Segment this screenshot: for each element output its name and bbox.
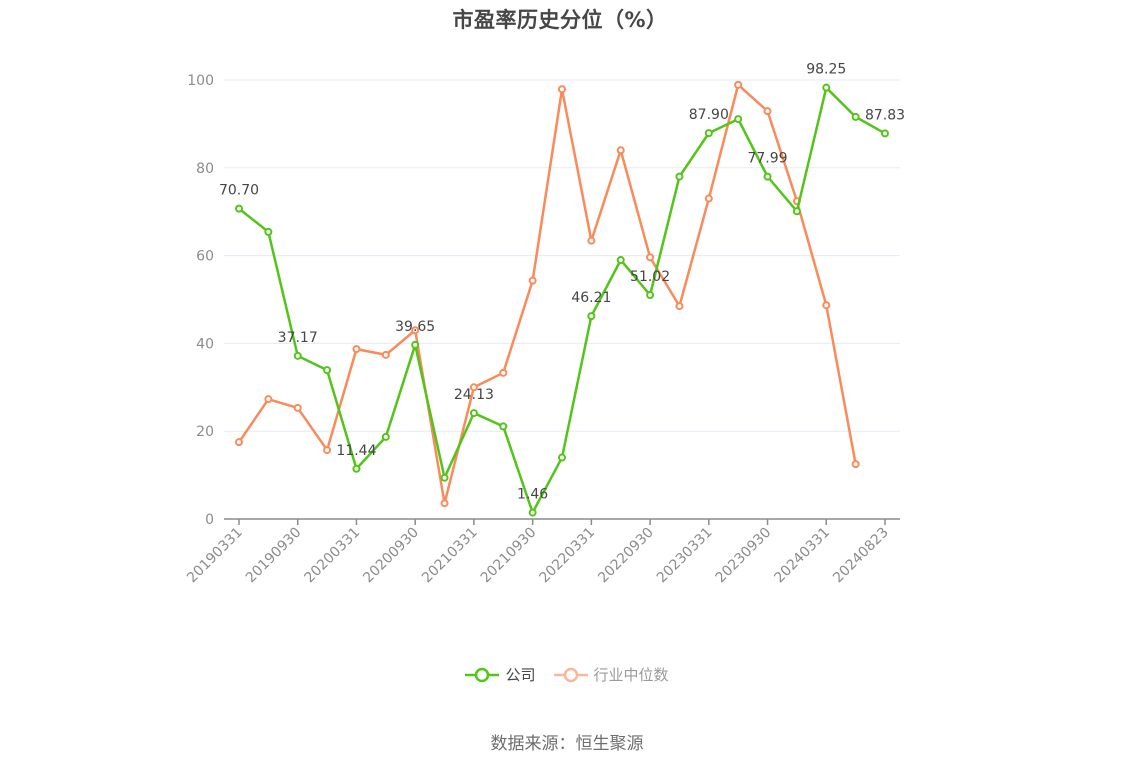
data-point[interactable]	[558, 453, 566, 462]
data-point[interactable]	[881, 129, 889, 138]
data-point[interactable]	[587, 312, 596, 321]
data-point[interactable]	[293, 351, 302, 360]
data-label: 39.65	[395, 319, 435, 335]
y-axis: 0 20 40 60 80 100	[187, 73, 214, 528]
data-point[interactable]	[704, 129, 713, 138]
y-tick-label: 40	[196, 336, 214, 352]
data-point[interactable]	[499, 368, 508, 377]
data-point[interactable]	[851, 112, 860, 121]
data-point[interactable]	[381, 350, 390, 359]
x-tick-label: 20220930	[595, 525, 657, 587]
x-tick-label: 20240331	[771, 525, 833, 587]
x-tick-label: 20240823	[830, 525, 892, 587]
x-axis: 2019033120190930202003312020093020210331…	[184, 518, 900, 587]
data-point[interactable]	[264, 227, 273, 236]
data-point[interactable]	[411, 340, 420, 349]
x-tick-label: 20230930	[713, 525, 775, 587]
data-point[interactable]	[293, 403, 302, 412]
data-point[interactable]	[323, 366, 332, 375]
y-tick-label: 0	[205, 512, 214, 528]
data-point[interactable]	[381, 432, 390, 441]
x-tick-label: 20190930	[243, 525, 305, 587]
y-tick-label: 20	[196, 424, 214, 440]
data-point[interactable]	[528, 276, 537, 285]
data-label: 51.02	[630, 269, 670, 285]
data-point[interactable]	[528, 508, 537, 517]
legend-item-industry-median[interactable]: 行业中位数	[553, 664, 669, 685]
data-point[interactable]	[352, 464, 361, 473]
data-point[interactable]	[851, 460, 860, 469]
x-tick-label: 20210930	[478, 525, 540, 587]
data-point[interactable]	[411, 326, 420, 335]
data-point[interactable]	[616, 146, 625, 155]
x-tick-label: 20220331	[536, 525, 598, 587]
data-point[interactable]	[469, 383, 478, 392]
data-point[interactable]	[264, 395, 273, 404]
data-point[interactable]	[646, 253, 655, 262]
data-label: 70.70	[219, 183, 259, 199]
data-point[interactable]	[440, 473, 449, 482]
data-label: 46.21	[571, 290, 611, 306]
data-point[interactable]	[734, 80, 743, 89]
series-industry-median	[235, 80, 860, 508]
x-tick-label: 20230331	[654, 525, 716, 587]
series-company	[235, 83, 889, 517]
data-point[interactable]	[763, 172, 772, 181]
data-point[interactable]	[822, 301, 831, 310]
data-point[interactable]	[440, 499, 449, 508]
data-label: 87.83	[865, 107, 905, 123]
data-point[interactable]	[499, 422, 508, 431]
data-point[interactable]	[792, 207, 801, 216]
data-label: 77.99	[747, 151, 787, 167]
x-tick-label: 20200930	[360, 525, 422, 587]
data-label: 1.46	[517, 487, 548, 503]
data-point[interactable]	[646, 291, 655, 300]
legend-company-label: 公司	[505, 666, 536, 684]
data-point[interactable]	[235, 204, 243, 213]
x-tick-label: 20190331	[184, 525, 246, 587]
data-label: 87.90	[689, 107, 729, 123]
data-point[interactable]	[558, 85, 566, 94]
legend: 公司 行业中位数	[0, 664, 1134, 685]
data-source: 数据来源：恒生聚源	[490, 734, 644, 754]
x-tick-label: 20200331	[302, 525, 364, 587]
legend-company-icon	[465, 667, 500, 682]
data-point[interactable]	[235, 438, 243, 447]
y-tick-label: 60	[196, 249, 214, 265]
data-label: 24.13	[454, 387, 494, 403]
data-point[interactable]	[734, 115, 743, 124]
grid-lines	[224, 79, 900, 432]
data-point[interactable]	[587, 236, 596, 245]
data-label: 98.25	[806, 62, 846, 78]
data-point[interactable]	[822, 83, 831, 92]
data-point[interactable]	[616, 255, 625, 264]
data-point[interactable]	[704, 194, 713, 203]
chart-title: 市盈率历史分位（%）	[452, 8, 668, 32]
data-point[interactable]	[763, 107, 772, 116]
y-tick-label: 100	[187, 73, 214, 89]
data-point[interactable]	[675, 172, 684, 181]
legend-item-company[interactable]: 公司	[465, 664, 536, 685]
legend-industry-icon	[553, 667, 588, 682]
data-point[interactable]	[323, 446, 332, 455]
data-point[interactable]	[469, 409, 478, 418]
data-labels: 70.70 37.17 11.44 39.65 24.13 1.46 46.21 51.02 8…	[219, 62, 905, 503]
y-tick-label: 80	[196, 161, 214, 177]
data-point[interactable]	[352, 345, 361, 354]
data-label: 11.44	[336, 443, 376, 459]
legend-industry-label: 行业中位数	[593, 666, 669, 684]
data-label: 37.17	[278, 330, 318, 346]
x-tick-label: 20210331	[419, 525, 481, 587]
data-point[interactable]	[675, 302, 684, 311]
